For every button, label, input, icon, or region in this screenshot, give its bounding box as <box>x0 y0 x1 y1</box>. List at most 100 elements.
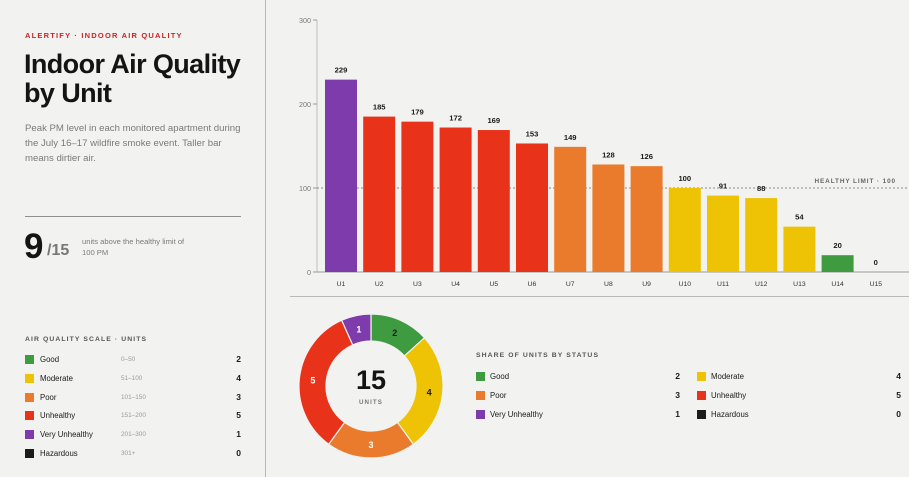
share-name: Good <box>490 372 510 381</box>
scale-row-moderate: Moderate 51–100 4 <box>25 373 241 385</box>
scale-count: 1 <box>236 429 241 439</box>
scale-title: AIR QUALITY SCALE · UNITS <box>25 336 148 343</box>
threshold-label: HEALTHY LIMIT · 100 <box>815 178 897 185</box>
donut-slice-label: 4 <box>427 388 432 398</box>
scale-row-poor: Poor 101–150 3 <box>25 392 241 404</box>
kpi-description: units above the healthy limit of 100 PM <box>82 237 185 257</box>
share-swatch <box>476 410 485 419</box>
donut-slice-label: 1 <box>356 324 361 334</box>
y-tick-label: 200 <box>299 100 311 109</box>
x-tick-label: U1 <box>337 281 346 288</box>
page-title: Indoor Air Quality by Unit <box>24 49 241 108</box>
data-label: 128 <box>602 150 615 159</box>
share-swatch <box>476 391 485 400</box>
share-name: Unhealthy <box>711 391 747 400</box>
share-count: 4 <box>896 371 901 381</box>
scale-swatch <box>25 411 34 420</box>
y-tick-label: 100 <box>299 184 311 193</box>
bar-U7 <box>554 146 587 272</box>
scale-count: 4 <box>236 373 241 383</box>
x-tick-label: U7 <box>566 281 575 288</box>
x-tick-label: U5 <box>489 281 498 288</box>
section-divider <box>290 296 909 297</box>
bar-U12 <box>745 198 778 272</box>
scale-swatch <box>25 393 34 402</box>
scale-count: 2 <box>236 354 241 364</box>
donut-center: 15 UNITS <box>298 313 444 459</box>
scale-name: Moderate <box>40 374 73 383</box>
x-tick-label: U10 <box>679 281 692 288</box>
scale-swatch <box>25 430 34 439</box>
donut-slice-label: 3 <box>368 440 373 450</box>
donut-label: UNITS <box>358 399 384 406</box>
data-label: 153 <box>526 129 539 138</box>
bar-U3 <box>401 121 434 272</box>
share-name: Very Unhealthy <box>490 410 543 419</box>
data-label: 100 <box>678 174 691 183</box>
data-label: 91 <box>719 182 728 191</box>
left-panel: ALERTIFY · INDOOR AIR QUALITY Indoor Air… <box>0 0 266 477</box>
scale-range: 201–300 <box>121 431 146 438</box>
data-label: 54 <box>795 213 804 222</box>
x-tick-label: U3 <box>413 281 422 288</box>
bar-U11 <box>707 195 739 272</box>
x-tick-label: U6 <box>528 281 537 288</box>
bar-U2 <box>363 116 396 272</box>
bar-U10 <box>668 188 701 272</box>
bar-U6 <box>516 143 548 272</box>
x-tick-label: U8 <box>604 281 613 288</box>
y-tick-label: 300 <box>299 16 311 25</box>
scale-count: 3 <box>236 392 241 402</box>
x-tick-label: U14 <box>831 281 844 288</box>
scale-range: 101–150 <box>121 394 146 401</box>
share-row-unhealthy: Unhealthy 5 <box>697 390 901 402</box>
share-row-hazardous: Hazardous 0 <box>697 409 901 421</box>
divider <box>25 216 241 217</box>
scale-range: 0–50 <box>121 356 136 363</box>
bar-U14 <box>821 255 854 272</box>
scale-name: Hazardous <box>40 449 78 458</box>
share-count: 2 <box>675 371 680 381</box>
donut-slice-unhealthy <box>298 319 354 446</box>
data-label: 172 <box>449 114 462 123</box>
data-label: 0 <box>874 258 878 267</box>
x-tick-label: U4 <box>451 281 460 288</box>
share-count: 5 <box>896 390 901 400</box>
share-row-good: Good 2 <box>476 371 680 383</box>
share-row-very-unhealthy: Very Unhealthy 1 <box>476 409 680 421</box>
x-tick-label: U2 <box>375 281 384 288</box>
scale-row-good: Good 0–50 2 <box>25 354 241 366</box>
share-count: 0 <box>896 409 901 419</box>
scale-range: 51–100 <box>121 375 143 382</box>
scale-name: Good <box>40 355 60 364</box>
bar-U5 <box>477 130 510 272</box>
data-label: 169 <box>487 116 500 125</box>
x-tick-label: U12 <box>755 281 768 288</box>
scale-range: 301+ <box>121 450 136 457</box>
scale-swatch <box>25 355 34 364</box>
bar-U4 <box>439 127 472 273</box>
data-label: 126 <box>640 152 653 161</box>
scale-count: 0 <box>236 448 241 458</box>
share-count: 3 <box>675 390 680 400</box>
data-label: 179 <box>411 108 424 117</box>
scale-swatch <box>25 374 34 383</box>
scale-row-unhealthy: Unhealthy 151–200 5 <box>25 410 241 422</box>
bar-chart-area: 0 100 200 300 HEALTHY LIMIT · 100 229 U1 185 U2 1… <box>267 0 909 296</box>
bar-U9 <box>630 166 663 272</box>
share-swatch <box>697 391 706 400</box>
share-row-moderate: Moderate 4 <box>697 371 901 383</box>
donut-slice-very-unhealthy <box>340 313 372 346</box>
x-tick-label: U15 <box>870 281 883 288</box>
share-count: 1 <box>675 409 680 419</box>
scale-name: Poor <box>40 393 57 402</box>
donut-chart-wrap: 2 4 3 5 1 15 UNITS <box>298 313 444 459</box>
share-swatch <box>697 372 706 381</box>
donut-slice-label: 2 <box>392 328 397 338</box>
x-tick-label: U13 <box>793 281 806 288</box>
bar-U1 <box>325 79 357 272</box>
donut-total: 15 <box>355 365 387 395</box>
data-label: 229 <box>335 66 348 75</box>
bar-U13 <box>783 226 816 272</box>
